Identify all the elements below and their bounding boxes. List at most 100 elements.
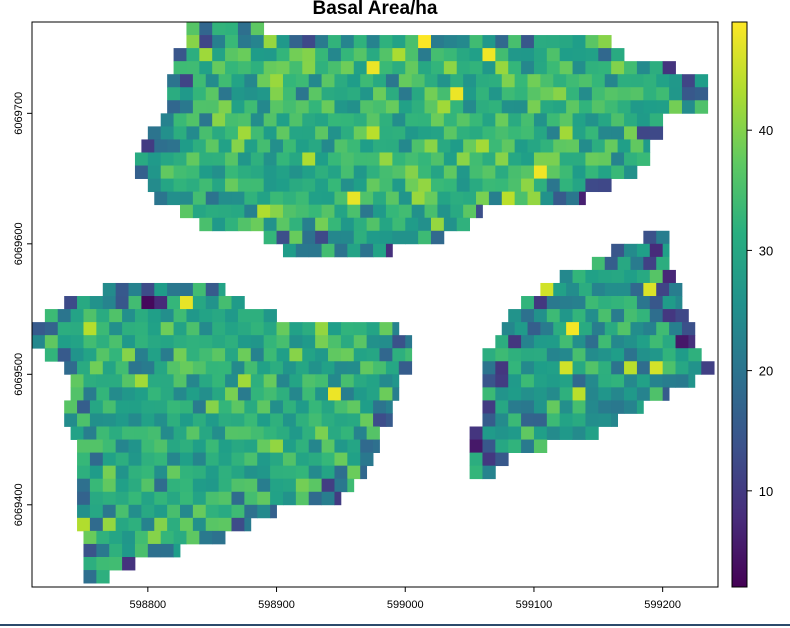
- raster-cell: [392, 35, 406, 49]
- raster-cell: [521, 387, 535, 401]
- raster-cell: [122, 322, 136, 336]
- raster-cell: [340, 165, 355, 179]
- raster-cell: [218, 100, 232, 114]
- raster-cell: [501, 100, 516, 114]
- raster-cell: [662, 296, 676, 310]
- raster-cell: [315, 61, 329, 75]
- raster-cell: [643, 74, 657, 88]
- raster-cell: [257, 139, 271, 153]
- raster-cell: [353, 48, 368, 62]
- raster-cell: [32, 335, 46, 349]
- raster-cell: [443, 165, 458, 179]
- raster-cell: [321, 100, 335, 114]
- raster-cell: [154, 452, 168, 467]
- raster-cell: [141, 439, 155, 453]
- raster-cell: [624, 165, 638, 179]
- raster-cell: [559, 387, 573, 401]
- raster-cell: [495, 178, 509, 193]
- raster-cell: [109, 335, 123, 349]
- raster-cell: [276, 230, 290, 245]
- raster-cell: [122, 556, 136, 571]
- raster-cell: [212, 35, 226, 49]
- raster-cell: [231, 100, 245, 114]
- raster-cell: [482, 48, 496, 62]
- raster-cell: [385, 100, 400, 114]
- raster-cell: [263, 230, 277, 245]
- raster-cell: [77, 296, 91, 310]
- raster-cell: [205, 100, 220, 114]
- raster-cell: [270, 191, 284, 206]
- raster-cell: [225, 426, 239, 440]
- raster-cell: [282, 452, 297, 467]
- raster-cell: [347, 465, 361, 480]
- raster-cell: [315, 165, 329, 179]
- raster-cell: [109, 530, 123, 545]
- raster-cell: [173, 387, 187, 401]
- raster-cell: [115, 517, 129, 532]
- raster-cell: [360, 452, 374, 467]
- raster-cell: [57, 348, 72, 362]
- raster-cell: [469, 61, 483, 75]
- raster-cell: [89, 478, 104, 493]
- raster-cell: [559, 61, 573, 75]
- raster-cell: [77, 517, 91, 532]
- raster-cell: [379, 126, 393, 140]
- raster-cell: [154, 465, 168, 480]
- raster-cell: [225, 126, 239, 140]
- raster-cell: [154, 361, 168, 375]
- raster-cell: [173, 178, 187, 193]
- raster-cell: [572, 361, 586, 375]
- raster-cell: [347, 139, 361, 153]
- raster-cell: [237, 374, 252, 388]
- raster-cell: [347, 74, 361, 88]
- raster-cell: [250, 22, 265, 36]
- raster-cell: [154, 478, 168, 493]
- raster-cell: [244, 491, 258, 506]
- raster-cell: [340, 152, 355, 166]
- raster-cell: [302, 113, 316, 127]
- raster-cell: [302, 126, 316, 140]
- raster-cell: [115, 439, 129, 453]
- raster-cell: [231, 87, 245, 101]
- raster-cell: [128, 465, 142, 480]
- raster-cell: [186, 126, 200, 140]
- raster-cell: [257, 452, 271, 467]
- raster-cell: [334, 400, 348, 414]
- raster-cell: [656, 100, 670, 114]
- raster-cell: [237, 322, 252, 336]
- raster-cell: [508, 113, 522, 127]
- raster-cell: [521, 152, 535, 166]
- raster-cell: [289, 387, 303, 401]
- raster-cell: [649, 348, 664, 362]
- raster-cell: [527, 74, 541, 88]
- raster-cell: [147, 530, 162, 545]
- raster-cell: [160, 348, 174, 362]
- raster-cell: [450, 100, 464, 114]
- raster-cell: [604, 282, 619, 297]
- raster-cell: [225, 152, 239, 166]
- raster-cell: [604, 139, 619, 153]
- raster-cell: [443, 61, 458, 75]
- raster-cell: [488, 139, 503, 153]
- raster-cell: [122, 426, 136, 440]
- raster-cell: [263, 165, 277, 179]
- raster-cell: [398, 191, 413, 206]
- raster-cell: [495, 439, 509, 453]
- raster-cell: [257, 504, 271, 519]
- raster-cell: [199, 35, 213, 49]
- raster-cell: [630, 100, 644, 114]
- raster-cell: [508, 426, 522, 440]
- raster-cell: [167, 465, 181, 480]
- raster-cell: [192, 204, 207, 219]
- raster-cell: [173, 113, 187, 127]
- raster-cell: [450, 87, 464, 101]
- raster-cell: [263, 374, 277, 388]
- raster-cell: [180, 478, 194, 493]
- raster-cell: [379, 230, 393, 245]
- raster-cell: [572, 374, 586, 388]
- raster-cell: [295, 361, 310, 375]
- raster-cell: [636, 296, 651, 310]
- raster-cell: [437, 139, 451, 153]
- raster-cell: [225, 165, 239, 179]
- raster-cell: [347, 452, 361, 467]
